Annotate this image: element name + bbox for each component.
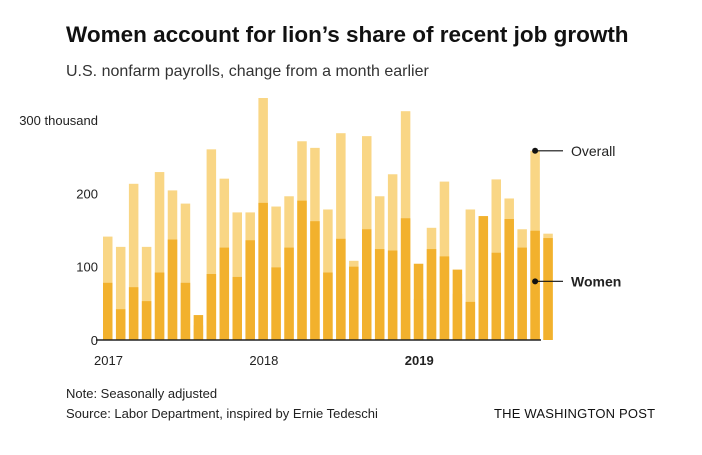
women-bar xyxy=(258,202,268,340)
women-bar xyxy=(219,247,230,340)
women-bar xyxy=(193,315,204,340)
women-bar xyxy=(517,247,527,340)
x-tick-label: 2018 xyxy=(249,353,278,368)
overall-bar xyxy=(336,133,346,340)
overall-bar xyxy=(465,209,476,340)
y-tick-label: 200 xyxy=(76,186,98,201)
women-bar xyxy=(543,238,553,340)
chart-source: Source: Labor Department, inspired by Er… xyxy=(66,406,378,421)
annotation-label: Women xyxy=(571,273,621,289)
women-bar xyxy=(465,301,476,340)
women-bar xyxy=(115,309,126,340)
women-bar xyxy=(297,200,307,340)
women-bar xyxy=(478,216,489,340)
overall-bar xyxy=(206,149,217,340)
women-bar xyxy=(141,301,152,340)
women-bar xyxy=(336,238,346,340)
women-bar xyxy=(154,272,165,340)
women-bar xyxy=(349,266,359,340)
chart-subtitle: U.S. nonfarm payrolls, change from a mon… xyxy=(66,63,429,80)
y-tick-label: 0 xyxy=(91,333,98,348)
overall-bar xyxy=(141,246,152,340)
women-bar xyxy=(439,256,450,340)
x-tick-label: 2019 xyxy=(405,353,434,368)
chart-note: Note: Seasonally adjusted xyxy=(66,386,218,401)
x-tick-label: 2017 xyxy=(94,353,123,368)
y-tick-label: 100 xyxy=(76,260,98,275)
women-bar xyxy=(206,274,217,340)
annotation-label: Overall xyxy=(571,143,615,159)
women-bar xyxy=(284,247,294,340)
women-bar xyxy=(374,249,385,340)
overall-bar xyxy=(154,172,165,340)
y-tick-label: 300 thousand xyxy=(19,113,98,128)
women-bar xyxy=(387,250,398,340)
women-bar xyxy=(491,252,501,340)
overall-bar xyxy=(180,203,191,340)
overall-bar xyxy=(128,183,139,340)
women-bar xyxy=(413,263,424,340)
women-bar xyxy=(530,230,540,340)
publisher-credit: THE WASHINGTON POST xyxy=(494,406,656,421)
women-bar xyxy=(245,240,255,340)
women-bar xyxy=(452,269,463,340)
women-bar xyxy=(167,239,178,340)
chart-title: Women account for lion’s share of recent… xyxy=(66,22,629,47)
overall-bar xyxy=(115,246,126,340)
women-bar xyxy=(362,229,372,340)
women-bar xyxy=(323,272,333,340)
women-bar xyxy=(180,282,191,340)
women-bar xyxy=(271,267,281,340)
women-bar xyxy=(504,219,514,340)
women-bar xyxy=(426,249,437,340)
overall-bar xyxy=(232,212,242,340)
women-bar xyxy=(128,287,139,340)
women-bar xyxy=(400,218,411,340)
women-bar xyxy=(232,276,242,340)
women-bar xyxy=(103,282,113,340)
women-bar xyxy=(310,221,320,340)
